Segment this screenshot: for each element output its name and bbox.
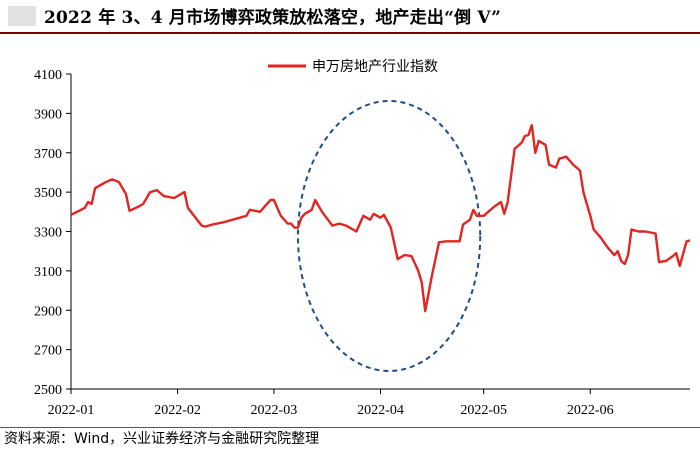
x-tick-label: 2022-02 bbox=[154, 403, 201, 418]
source-note: 资料来源：Wind，兴业证券经济与金融研究院整理 bbox=[4, 431, 320, 447]
y-tick-label: 3900 bbox=[34, 107, 62, 122]
highlight-ellipse bbox=[296, 100, 482, 372]
y-tick-label: 3500 bbox=[34, 186, 62, 201]
y-tick-label: 2500 bbox=[34, 383, 62, 398]
y-tick-label: 2900 bbox=[34, 304, 62, 319]
x-tick-label: 2022-03 bbox=[251, 403, 298, 418]
blurred-logo bbox=[8, 6, 36, 26]
legend: 申万房地产行业指数 bbox=[268, 59, 438, 75]
x-tick-label: 2022-04 bbox=[357, 403, 404, 418]
y-tick-label: 3300 bbox=[34, 226, 62, 241]
x-tick-label: 2022-06 bbox=[567, 403, 614, 418]
legend-label: 申万房地产行业指数 bbox=[312, 59, 438, 75]
y-tick-label: 3100 bbox=[34, 265, 62, 280]
x-tick-label: 2022-05 bbox=[460, 403, 507, 418]
y-tick-label: 4100 bbox=[34, 68, 62, 83]
y-axis: 2500 2700 2900 3100 3300 3500 3700 3900 4100 bbox=[34, 68, 72, 398]
series-line bbox=[70, 124, 691, 313]
chart-title: 2022 年 3、4 月市场博弈政策放松落空，地产走出“倒 V” bbox=[44, 8, 502, 28]
y-tick-label: 2700 bbox=[34, 344, 62, 359]
highlight-group bbox=[296, 100, 482, 372]
title-rule bbox=[0, 32, 700, 34]
series-group bbox=[70, 124, 691, 313]
x-axis: 2022-01 2022-02 2022-03 2022-04 2022-05 2022-… bbox=[48, 388, 690, 418]
title-bar: 2022 年 3、4 月市场博弈政策放松落空，地产走出“倒 V” bbox=[0, 0, 700, 32]
footer-rule bbox=[0, 427, 700, 428]
x-tick-label: 2022-01 bbox=[48, 403, 95, 418]
y-tick-label: 3700 bbox=[34, 147, 62, 162]
